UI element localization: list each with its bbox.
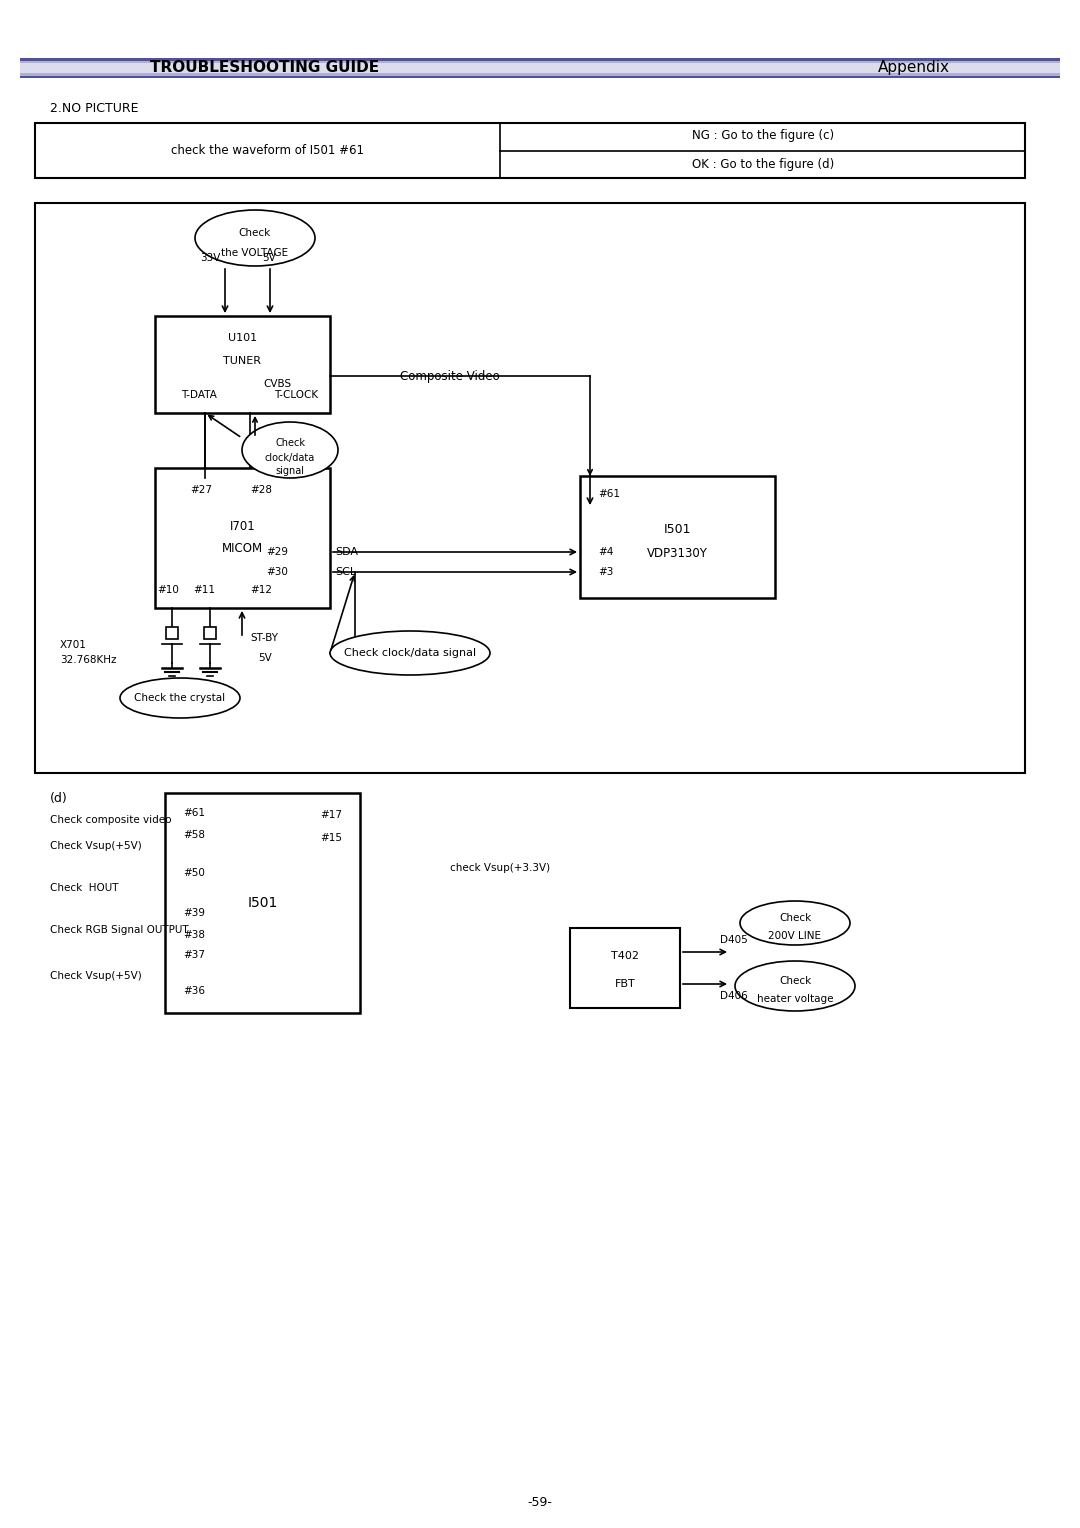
Text: Check  HOUT: Check HOUT [50, 883, 119, 892]
Text: T-DATA: T-DATA [181, 390, 217, 400]
Text: X701: X701 [60, 640, 86, 649]
Text: SDA: SDA [335, 547, 357, 558]
Text: heater voltage: heater voltage [757, 995, 834, 1004]
Text: I501: I501 [664, 523, 691, 535]
Text: Check Vsup(+5V): Check Vsup(+5V) [50, 970, 141, 981]
Text: D406: D406 [720, 992, 747, 1001]
Text: Check RGB Signal OUTPUT: Check RGB Signal OUTPUT [50, 924, 189, 935]
Text: OK : Go to the figure (d): OK : Go to the figure (d) [691, 157, 834, 171]
Bar [21, 58, 1059, 61]
Text: #3: #3 [598, 567, 613, 578]
Text: TUNER: TUNER [224, 356, 261, 367]
Text: Composite Video: Composite Video [400, 370, 500, 382]
Text: 32.768KHz: 32.768KHz [60, 656, 117, 665]
Text: #58: #58 [183, 830, 205, 840]
Text: 33V: 33V [200, 254, 220, 263]
Text: #61: #61 [598, 489, 620, 500]
Text: check Vsup(+3.3V): check Vsup(+3.3V) [450, 863, 550, 872]
Bar [21, 75, 1059, 78]
Text: TROUBLESHOOTING GUIDE: TROUBLESHOOTING GUIDE [150, 60, 379, 75]
Text: #36: #36 [183, 986, 205, 996]
FancyBboxPatch shape [580, 477, 775, 597]
Text: NG : Go to the figure (c): NG : Go to the figure (c) [691, 130, 834, 142]
Text: #39: #39 [183, 908, 205, 918]
FancyBboxPatch shape [166, 626, 178, 639]
Text: the VOLTAGE: the VOLTAGE [221, 248, 288, 258]
Text: #17: #17 [320, 810, 342, 821]
Text: T-CLOCK: T-CLOCK [274, 390, 319, 400]
Text: SCL: SCL [335, 567, 356, 578]
Ellipse shape [330, 631, 490, 675]
Text: Check clock/data signal: Check clock/data signal [343, 648, 476, 659]
Text: Check the crystal: Check the crystal [134, 694, 226, 703]
Text: 5V: 5V [258, 652, 272, 663]
Text: 200V LINE: 200V LINE [769, 931, 822, 941]
Text: #30: #30 [266, 567, 288, 578]
Bar [21, 61, 1059, 63]
Text: #61: #61 [183, 808, 205, 817]
FancyBboxPatch shape [570, 927, 680, 1008]
FancyBboxPatch shape [204, 626, 216, 639]
Text: I701: I701 [230, 520, 255, 532]
Text: #38: #38 [183, 931, 205, 940]
Ellipse shape [242, 422, 338, 478]
Text: ST-BY: ST-BY [249, 633, 278, 643]
Text: #29: #29 [266, 547, 288, 558]
Text: U101: U101 [228, 333, 257, 342]
FancyBboxPatch shape [35, 203, 1025, 773]
Text: Check composite video: Check composite video [50, 814, 172, 825]
Text: FBT: FBT [615, 979, 635, 989]
Ellipse shape [120, 678, 240, 718]
Text: 5V: 5V [262, 254, 275, 263]
Text: T402: T402 [611, 950, 639, 961]
Text: signal: signal [275, 466, 305, 477]
FancyBboxPatch shape [156, 468, 330, 608]
Text: #27: #27 [190, 484, 212, 495]
FancyBboxPatch shape [156, 316, 330, 413]
Text: #15: #15 [320, 833, 342, 843]
Text: Check: Check [275, 439, 305, 448]
Text: I501: I501 [247, 895, 278, 911]
Text: Check Vsup(+5V): Check Vsup(+5V) [50, 840, 141, 851]
Text: #10: #10 [157, 585, 179, 594]
Text: #28: #28 [249, 484, 272, 495]
Text: Check: Check [779, 914, 811, 923]
Text: (d): (d) [50, 792, 68, 805]
Text: #37: #37 [183, 950, 205, 960]
Text: Check: Check [779, 976, 811, 986]
Ellipse shape [740, 902, 850, 944]
Text: #12: #12 [249, 585, 272, 594]
Text: VDP3130Y: VDP3130Y [647, 547, 707, 559]
Text: 2.NO PICTURE: 2.NO PICTURE [50, 101, 138, 115]
Text: #50: #50 [183, 868, 205, 879]
Text: check the waveform of I501 #61: check the waveform of I501 #61 [171, 144, 364, 157]
FancyBboxPatch shape [165, 793, 360, 1013]
Text: #4: #4 [598, 547, 613, 558]
Text: clock/data: clock/data [265, 452, 315, 463]
Ellipse shape [195, 209, 315, 266]
Bar [21, 73, 1059, 75]
FancyBboxPatch shape [35, 122, 1025, 177]
Text: Check: Check [239, 228, 271, 238]
Ellipse shape [735, 961, 855, 1012]
Text: #11: #11 [193, 585, 215, 594]
Text: Appendix: Appendix [878, 60, 950, 75]
Bar [21, 63, 1059, 73]
Text: CVBS: CVBS [264, 379, 292, 390]
Text: MICOM: MICOM [221, 541, 264, 555]
Text: -59-: -59- [527, 1496, 553, 1510]
Text: D405: D405 [720, 935, 747, 944]
